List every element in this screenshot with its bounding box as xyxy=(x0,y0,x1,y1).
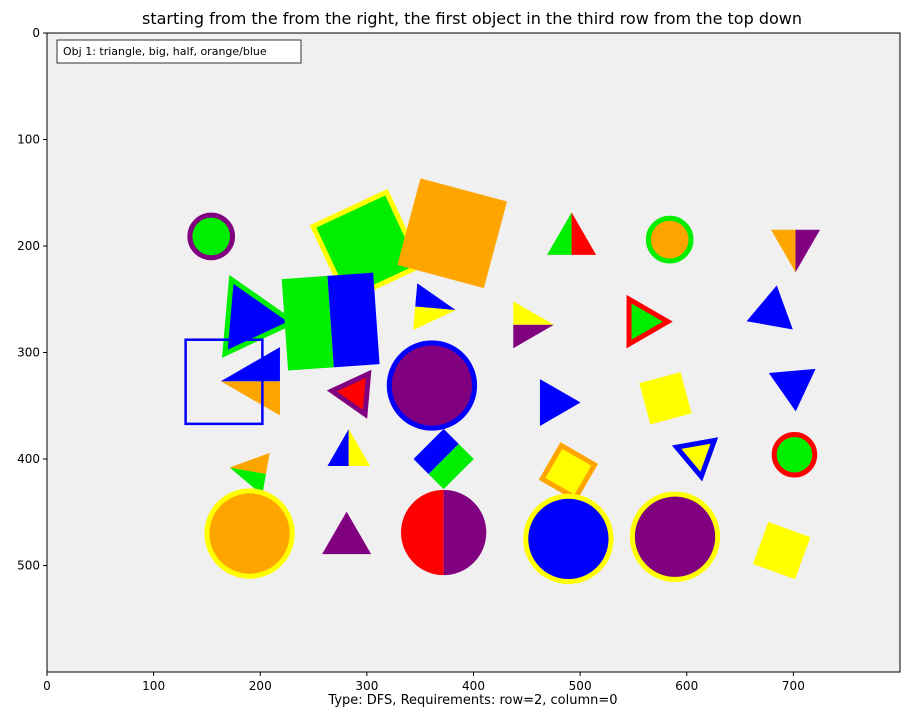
circle-shape xyxy=(204,488,295,579)
triangle-border xyxy=(626,294,673,349)
triangle-body xyxy=(768,368,816,412)
circle-body xyxy=(206,490,293,577)
x-tick-label: 300 xyxy=(355,679,378,693)
circle-shape xyxy=(187,212,236,261)
circle-border xyxy=(187,212,236,261)
plot-title: starting from the from the right, the fi… xyxy=(142,9,802,28)
circle-shape xyxy=(386,340,478,431)
circle-body xyxy=(389,342,475,429)
triangle-shape xyxy=(322,511,372,555)
circle-border xyxy=(204,488,295,579)
footer-text: Type: DFS, Requirements: row=2, column=0 xyxy=(327,693,617,708)
circle-body xyxy=(189,215,233,258)
triangle-shape xyxy=(539,379,581,427)
triangle-body xyxy=(224,279,293,354)
circle-body xyxy=(648,218,692,261)
highlight-layer xyxy=(184,338,264,426)
triangle-shape xyxy=(326,369,372,419)
triangle-body xyxy=(331,373,369,415)
triangle-border xyxy=(671,437,719,482)
x-tick-label: 600 xyxy=(675,679,698,693)
triangle-shape xyxy=(746,285,793,330)
y-axis: 0 100 200 300 400 500 xyxy=(17,26,47,573)
y-tick-label: 100 xyxy=(17,133,40,147)
triangle-shape xyxy=(671,437,719,482)
y-tick-label: 400 xyxy=(17,452,40,466)
triangle-shape xyxy=(768,368,816,412)
x-tick-label: 200 xyxy=(249,679,272,693)
circle-shape xyxy=(629,491,721,582)
plot-area xyxy=(47,33,900,672)
square-shape xyxy=(397,178,508,289)
circle-border xyxy=(523,493,614,585)
circle-border xyxy=(645,215,694,264)
square-body xyxy=(639,372,692,425)
legend-box: Obj 1: triangle, big, half, orange/blue xyxy=(56,39,302,64)
circle-border xyxy=(771,431,818,478)
triangle-shape xyxy=(626,294,673,349)
square-border xyxy=(538,442,599,502)
square-shape xyxy=(538,442,599,502)
square-body xyxy=(752,521,811,580)
triangle-body xyxy=(676,440,715,477)
circle-border xyxy=(386,340,478,431)
circle-body xyxy=(525,496,612,582)
target-highlight-box xyxy=(184,338,264,426)
y-tick-label: 200 xyxy=(17,239,40,253)
y-tick-label: 300 xyxy=(17,346,40,360)
triangle-body xyxy=(629,299,668,345)
x-tick-label: 500 xyxy=(569,679,592,693)
square-body xyxy=(313,192,421,300)
triangle-border xyxy=(222,274,298,358)
circle-body xyxy=(632,494,718,580)
legend-text: Obj 1: triangle, big, half, orange/blue xyxy=(63,45,267,58)
square-body xyxy=(397,178,508,289)
x-tick-label: 100 xyxy=(142,679,165,693)
triangle-body xyxy=(539,379,581,427)
y-tick-label: 500 xyxy=(17,559,40,573)
triangle-border xyxy=(326,369,372,419)
square-shape xyxy=(309,188,425,304)
triangle-body xyxy=(746,285,793,330)
circle-border xyxy=(629,491,721,582)
y-tick-label: 0 xyxy=(32,26,40,40)
x-tick-label: 700 xyxy=(782,679,805,693)
circle-body xyxy=(774,434,815,475)
x-tick-label: 0 xyxy=(43,679,51,693)
circle-shape xyxy=(645,215,694,264)
x-axis: 0 100 200 300 400 500 600 700 xyxy=(43,672,805,693)
triangle-body xyxy=(322,511,372,555)
circle-shape xyxy=(523,493,614,585)
triangle-shape xyxy=(222,274,298,358)
square-shape xyxy=(639,372,692,425)
circle-shape xyxy=(771,431,818,478)
square-shape xyxy=(752,521,811,580)
x-tick-label: 400 xyxy=(462,679,485,693)
square-border xyxy=(309,188,425,304)
